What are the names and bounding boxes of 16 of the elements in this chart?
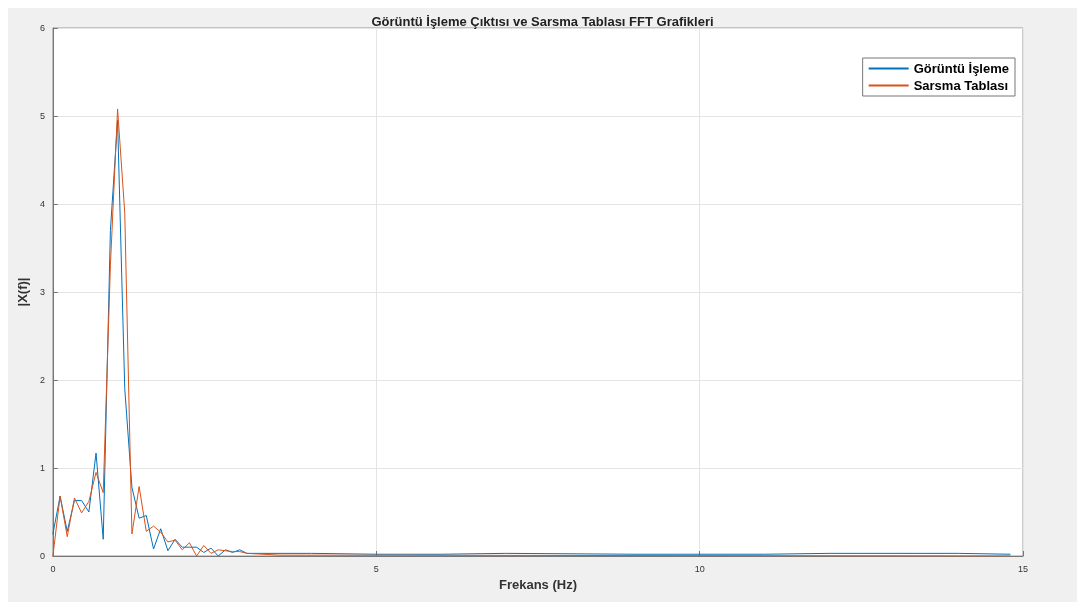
- y-tick-label: 6: [39, 23, 45, 33]
- legend-label: Sarsma Tablası: [913, 78, 1009, 93]
- x-tick-label: 0: [50, 563, 56, 574]
- y-tick-label: 5: [39, 111, 45, 121]
- y-tick-label: 2: [39, 375, 45, 385]
- chart-title: Görüntü İşleme Çıktısı ve Sarsma Tablası FFT Grafikleri: [371, 14, 714, 29]
- x-tick-label: 15: [1017, 563, 1029, 574]
- y-tick-label: 3: [39, 287, 45, 297]
- y-axis-title: |X(f)|: [15, 277, 30, 307]
- x-axis-title: Frekans (Hz): [498, 577, 577, 592]
- x-tick-label: 10: [694, 563, 705, 574]
- y-tick-label: 4: [39, 199, 45, 209]
- x-tick-label: 5: [373, 563, 379, 574]
- legend-label: Görüntü İşleme: [913, 61, 1010, 76]
- y-tick-label: 0: [39, 551, 45, 561]
- y-tick-label: 1: [39, 463, 45, 473]
